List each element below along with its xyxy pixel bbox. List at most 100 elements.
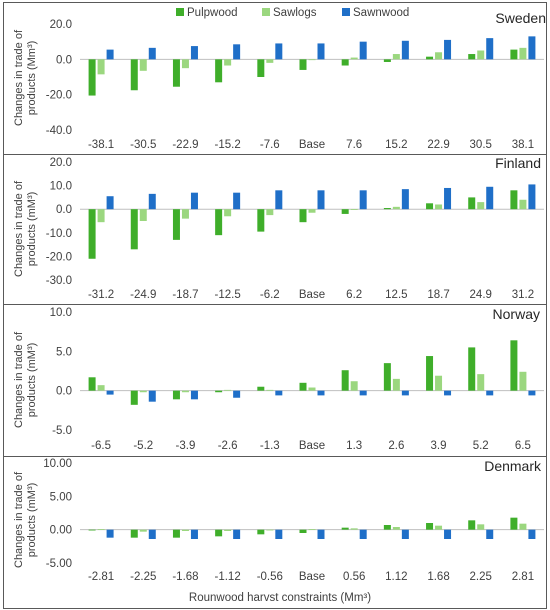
bar-sawlogs-1-68 — [181, 529, 189, 531]
bar-sawlogs-24-9 — [139, 209, 147, 221]
bar-sawnwood-5-2 — [148, 390, 156, 402]
panel-title: Norway — [493, 306, 540, 322]
bar-pulpwood-5-2 — [468, 347, 476, 391]
bar-sawnwood-1-3 — [359, 390, 367, 396]
bar-sawlogs-38-1 — [97, 59, 105, 75]
bar-pulpwood-2-81 — [510, 517, 518, 530]
bar-sawnwood-6-5 — [106, 390, 114, 395]
bar-sawlogs-22-9 — [435, 52, 443, 60]
bar-sawnwood-15-2 — [401, 40, 409, 60]
bar-pulpwood-22-9 — [426, 56, 434, 60]
bar-sawlogs-0-56 — [350, 528, 358, 530]
category-label: -31.2 — [88, 289, 114, 301]
category-label: 6.5 — [515, 440, 531, 452]
bar-pulpwood-base — [299, 529, 307, 533]
bar-sawnwood-38-1 — [528, 36, 536, 60]
category-label: Base — [299, 139, 325, 151]
category-label: 2.6 — [388, 440, 404, 452]
y-tick-label: -10.0 — [46, 228, 72, 240]
bar-sawnwood-6-2 — [275, 190, 283, 210]
bar-sawnwood-0-56 — [359, 529, 367, 539]
legend-label: Sawnwood — [353, 7, 409, 19]
category-label: 2.25 — [470, 571, 492, 583]
bar-pulpwood-38-1 — [88, 59, 96, 96]
chart-panel-finland: 20.0 10.0 0.0 -10.0 -20.0 -30.0 Changes in tra… — [3, 154, 547, 305]
bar-pulpwood-1-3 — [341, 370, 349, 391]
bar-sawlogs-1-68 — [435, 525, 443, 530]
bar-pulpwood-6-2 — [257, 209, 265, 232]
bar-pulpwood-2-25 — [468, 520, 476, 530]
bar-pulpwood-30-5 — [130, 59, 138, 91]
bar-sawlogs-15-2 — [224, 59, 232, 66]
category-label: -5.2 — [133, 440, 153, 452]
bar-sawlogs-5-2 — [477, 374, 485, 391]
bar-pulpwood-6-5 — [88, 377, 96, 391]
bar-pulpwood-12-5 — [215, 209, 223, 236]
category-label: Base — [299, 289, 325, 301]
y-tick-label: -5.0 — [52, 425, 72, 437]
bar-sawlogs-22-9 — [181, 59, 189, 69]
bar-sawnwood-22-9 — [444, 39, 452, 60]
bar-sawlogs-2-81 — [97, 529, 105, 530]
category-label: 1.3 — [346, 440, 362, 452]
bar-sawlogs-18-7 — [435, 204, 443, 210]
y-tick-label: 20.0 — [50, 19, 72, 31]
category-label: 1.12 — [385, 571, 407, 583]
category-label: -1.12 — [215, 571, 241, 583]
panel-border — [3, 154, 547, 305]
bar-pulpwood-24-9 — [468, 197, 476, 210]
bar-sawlogs-6-2 — [266, 209, 274, 216]
bar-sawnwood-2-6 — [233, 390, 241, 398]
bar-sawlogs-base — [308, 59, 316, 61]
y-tick-label: 20.0 — [50, 157, 72, 169]
bar-sawlogs-base — [308, 209, 316, 213]
bar-pulpwood-30-5 — [468, 54, 476, 60]
category-label: -15.2 — [215, 139, 241, 151]
bar-sawlogs-12-5 — [224, 209, 232, 217]
category-label: -24.9 — [130, 289, 156, 301]
y-tick-label: -20.0 — [46, 90, 72, 102]
category-label: 15.2 — [385, 139, 407, 151]
category-label: -30.5 — [130, 139, 156, 151]
bar-sawnwood-7-6 — [275, 43, 283, 60]
bar-sawlogs-18-7 — [181, 209, 189, 219]
y-tick-label: 10.00 — [43, 458, 72, 470]
panel-border — [3, 456, 547, 609]
y-tick-label: -40.0 — [46, 125, 72, 137]
bar-sawnwood-3-9 — [190, 390, 198, 400]
bar-pulpwood-0-56 — [257, 529, 265, 535]
bar-sawnwood-31-2 — [106, 196, 114, 210]
bar-sawlogs-5-2 — [139, 390, 147, 393]
y-tick-label: 0.00 — [50, 525, 72, 537]
category-label: -7.6 — [260, 139, 280, 151]
bar-sawlogs-2-6 — [392, 378, 400, 391]
category-label: -6.2 — [260, 289, 280, 301]
bar-pulpwood-18-7 — [426, 203, 434, 210]
x-axis-label: Rounwood harvst constraints (Mm³) — [189, 592, 371, 604]
y-tick-label: 10.0 — [50, 307, 72, 319]
bar-pulpwood-18-7 — [172, 209, 180, 240]
bar-sawnwood-31-2 — [528, 184, 536, 210]
bar-sawnwood-30-5 — [486, 38, 494, 60]
bar-sawlogs-base — [308, 529, 316, 530]
bar-pulpwood-3-9 — [426, 356, 434, 391]
bar-sawlogs-31-2 — [519, 199, 527, 210]
category-label: 2.81 — [512, 571, 534, 583]
bar-sawnwood-0-56 — [275, 529, 283, 539]
bar-sawnwood-1-12 — [233, 529, 241, 539]
bar-pulpwood-base — [299, 382, 307, 391]
y-tick-label: 0.0 — [56, 386, 72, 398]
bar-pulpwood-6-5 — [510, 340, 518, 391]
legend-swatch-sawnwood — [342, 8, 350, 16]
bar-sawlogs-6-5 — [97, 385, 105, 391]
bar-sawlogs-6-2 — [350, 209, 358, 210]
bar-sawlogs-7-6 — [350, 57, 358, 60]
bar-sawlogs-base — [308, 387, 316, 391]
category-label: -12.5 — [215, 289, 241, 301]
y-tick-label: -30.0 — [46, 275, 72, 287]
y-tick-label: 5.0 — [56, 346, 72, 358]
chart-panel-denmark: 10.00 5.00 0.00 -5.00 Changes in trade ofpro… — [3, 456, 547, 609]
bar-pulpwood-1-12 — [383, 525, 391, 530]
panel-title: Finland — [495, 155, 541, 171]
bar-sawnwood-30-5 — [148, 47, 156, 60]
